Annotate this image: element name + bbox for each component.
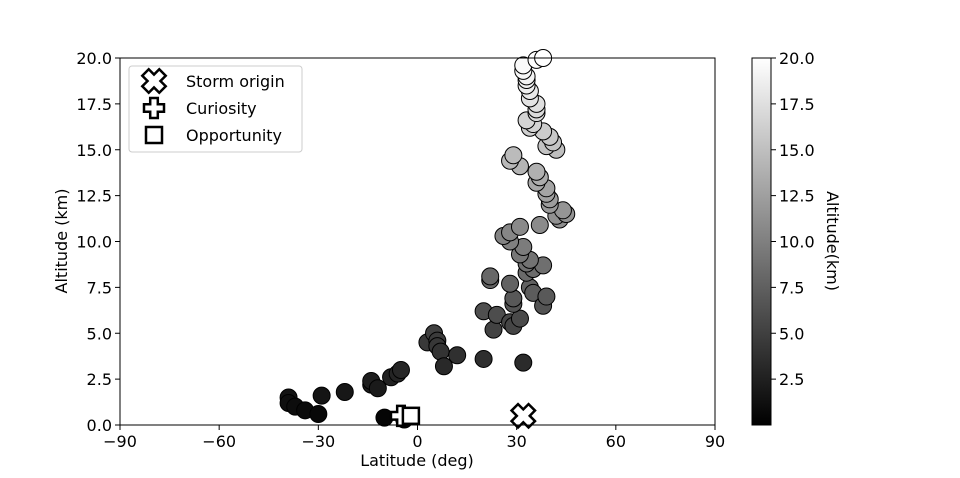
data-point (368, 379, 387, 398)
site-markers (389, 402, 537, 430)
legend: Storm origin Curiosity Opportunity (128, 65, 303, 153)
legend-box (128, 65, 303, 153)
y-tick-label: 20.0 (76, 49, 112, 68)
data-point (484, 320, 503, 339)
data-point (504, 289, 523, 308)
opportunity-marker (401, 406, 421, 426)
y-axis-ticks: 0.0 2.5 5.0 7.5 10.0 12.5 15.0 17.5 20.0 (76, 49, 120, 435)
data-point (510, 309, 529, 328)
data-point (474, 349, 493, 368)
colorbar: Altitude(km) 2.5 5.0 7.5 10.0 12.5 15.0 17.5 20… (751, 49, 842, 426)
y-tick-label: 7.5 (87, 278, 112, 297)
x-tick-label: 0 (412, 432, 422, 451)
y-tick-label: 15.0 (76, 141, 112, 160)
y-axis-label: Altitude (km) (52, 189, 71, 294)
data-point (481, 267, 500, 286)
colorbar-tick-label: 12.5 (779, 187, 815, 206)
legend-curiosity-marker (142, 96, 166, 120)
y-tick-label: 17.5 (76, 95, 112, 114)
y-tick-label: 5.0 (87, 324, 112, 343)
x-tick-label: −30 (301, 432, 335, 451)
data-point (312, 386, 331, 405)
colorbar-tick-label: 15.0 (779, 141, 815, 160)
x-axis-ticks: −90 −60 −30 0 30 60 90 (103, 425, 725, 451)
colorbar-tick-label: 20.0 (779, 49, 815, 68)
legend-storm-origin-label: Storm origin (186, 72, 285, 91)
y-tick-label: 12.5 (76, 187, 112, 206)
storm-origin-marker (509, 402, 537, 430)
legend-opportunity-label: Opportunity (186, 126, 282, 145)
legend-storm-origin-marker (140, 67, 168, 95)
x-tick-label: 90 (705, 432, 725, 451)
colorbar-tick-label: 10.0 (779, 233, 815, 252)
data-point (309, 404, 328, 423)
colorbar-tick-label: 7.5 (779, 278, 804, 297)
x-axis-label: Latitude (deg) (360, 451, 474, 470)
y-tick-label: 2.5 (87, 370, 112, 389)
x-tick-label: 30 (506, 432, 526, 451)
x-tick-label: −90 (103, 432, 137, 451)
data-point (514, 353, 533, 372)
data-point (391, 360, 410, 379)
x-tick-label: −60 (202, 432, 236, 451)
colorbar-tick-label: 5.0 (779, 324, 804, 343)
data-point (434, 357, 453, 376)
colorbar-tick-label: 2.5 (779, 370, 804, 389)
legend-curiosity-label: Curiosity (186, 99, 257, 118)
colorbar-tick-label: 17.5 (779, 95, 815, 114)
data-point (530, 215, 549, 234)
data-points (279, 49, 576, 429)
x-tick-label: 60 (606, 432, 626, 451)
data-point (504, 146, 523, 165)
data-point (537, 287, 556, 306)
y-tick-label: 0.0 (87, 416, 112, 435)
data-point (431, 342, 450, 361)
data-point (527, 162, 546, 181)
data-point (501, 274, 520, 293)
data-point (510, 217, 529, 236)
colorbar-gradient (751, 57, 772, 426)
legend-opportunity-marker (144, 125, 164, 145)
y-tick-label: 10.0 (76, 233, 112, 252)
colorbar-label: Altitude(km) (823, 191, 842, 291)
data-point (448, 346, 467, 365)
data-point (335, 382, 354, 401)
